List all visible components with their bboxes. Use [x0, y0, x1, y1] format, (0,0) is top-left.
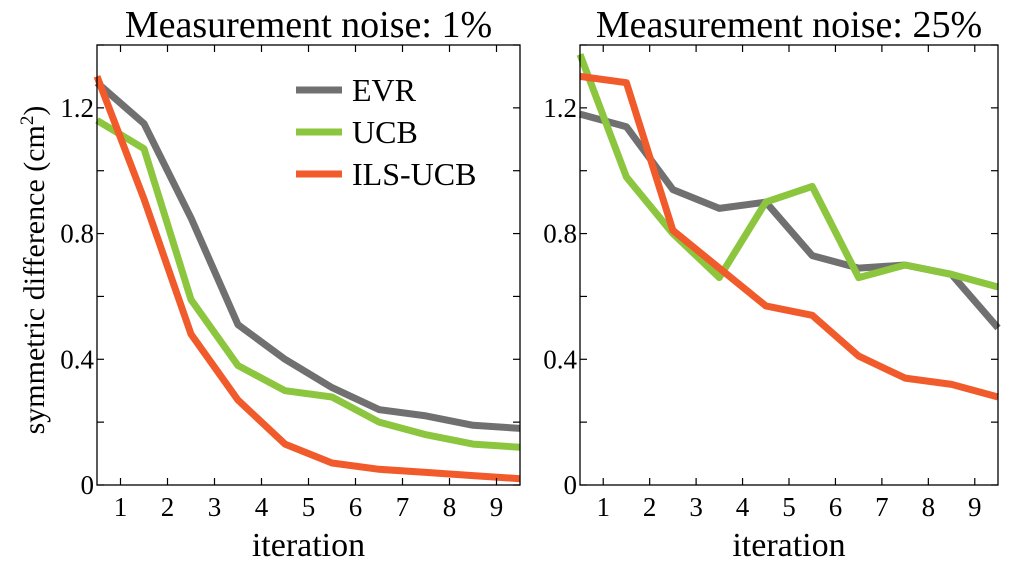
y-tick-label: 0.4	[543, 344, 577, 374]
x-axis-label: iteration	[732, 527, 845, 564]
x-tick-label: 3	[208, 492, 222, 522]
x-tick-label: 4	[255, 492, 269, 522]
series-line-ucb	[576, 53, 999, 291]
series-line-evr	[579, 110, 1001, 331]
x-tick-label: 3	[689, 492, 703, 522]
y-tick-label: 0.4	[60, 344, 94, 374]
series-line-ucb	[95, 117, 521, 451]
x-tick-label: 7	[875, 492, 889, 522]
x-tick-label: 4	[736, 492, 750, 522]
x-axis-label: iteration	[252, 527, 365, 564]
series-line-ils-ucb	[93, 75, 521, 483]
legend-label-evr: EVR	[352, 72, 417, 108]
y-axis-label: symmetric difference (cm2)	[17, 106, 51, 435]
x-tick-label: 1	[596, 492, 610, 522]
legend-label-ils-ucb: ILS-UCB	[352, 156, 476, 192]
y-tick-label: 0.8	[543, 219, 577, 249]
panel-noise-25: Measurement noise: 25% 1 2 3 4 5 6 7 8 9 0 0.4 0.8 1.…	[543, 4, 1001, 564]
x-tick-label: 7	[396, 492, 410, 522]
y-tick-label: 1.2	[543, 93, 577, 123]
x-tick-label: 1	[114, 492, 128, 522]
x-tick-label: 9	[968, 492, 982, 522]
series-line-evr	[94, 80, 521, 432]
chart-title: Measurement noise: 25%	[596, 4, 982, 46]
chart-title: Measurement noise: 1%	[125, 4, 492, 46]
x-tick-label: 2	[161, 492, 175, 522]
x-tick-label: 6	[349, 492, 363, 522]
series-group	[93, 75, 521, 483]
x-tick-label: 8	[443, 492, 457, 522]
y-tick-label: 0.8	[60, 219, 94, 249]
y-tick-label: 1.2	[60, 93, 94, 123]
legend: EVR UCB ILS-UCB	[296, 72, 476, 192]
legend-label-ucb: UCB	[352, 114, 418, 150]
x-tick-label: 8	[922, 492, 936, 522]
x-tick-label: 5	[782, 492, 796, 522]
panel-noise-1: Measurement noise: 1% 1 2 3 4 5 6 7 8 9 0 0.4 0.8 1.2…	[60, 4, 521, 564]
series-line-ils-ucb	[579, 72, 999, 401]
x-tick-label: 6	[829, 492, 843, 522]
x-tick-label: 2	[643, 492, 657, 522]
x-tick-label: 5	[302, 492, 316, 522]
y-tick-label: 0	[81, 470, 95, 500]
x-tick-label: 9	[490, 492, 504, 522]
y-tick-label: 0	[564, 470, 578, 500]
plot-frame	[579, 44, 999, 486]
series-group	[576, 53, 1001, 401]
